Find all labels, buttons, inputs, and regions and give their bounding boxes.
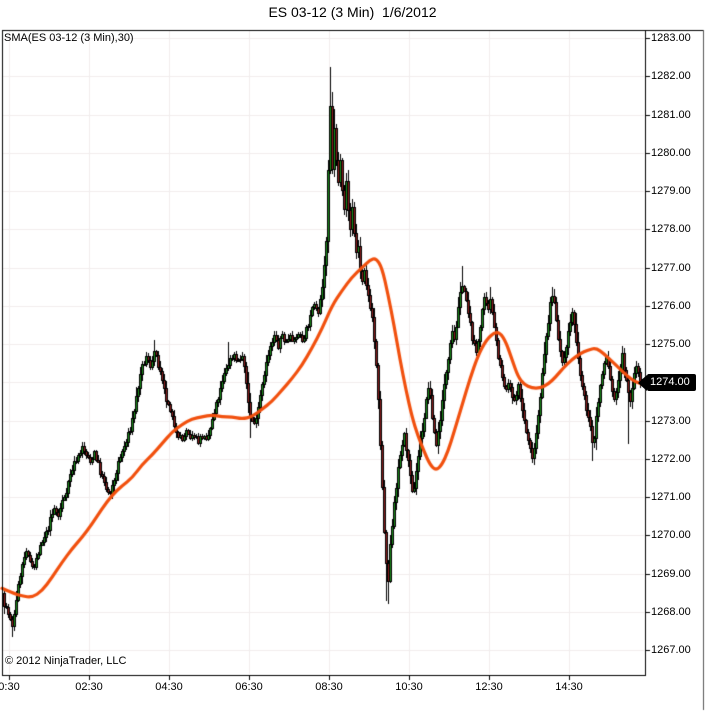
y-axis-label: 1276.00 bbox=[651, 299, 691, 312]
x-axis-label: 06:30 bbox=[235, 681, 263, 693]
y-axis-label: 1282.00 bbox=[651, 70, 691, 83]
y-axis-label: 1273.00 bbox=[651, 414, 691, 427]
y-axis-label: 1270.00 bbox=[651, 529, 691, 542]
price-arrow-icon bbox=[638, 374, 647, 391]
copyright-label: © 2012 NinjaTrader, LLC bbox=[5, 655, 127, 667]
y-axis-label: 1275.00 bbox=[651, 338, 691, 351]
y-axis-label: 1281.00 bbox=[651, 108, 691, 121]
x-axis-label: 14:30 bbox=[555, 681, 583, 693]
y-axis-label: 1279.00 bbox=[651, 185, 691, 198]
y-axis-label: 1278.00 bbox=[651, 223, 691, 236]
y-axis-label: 1269.00 bbox=[651, 567, 691, 580]
last-price-value: 1274.00 bbox=[647, 374, 696, 391]
chart-title: ES 03-12 (3 Min) 1/6/2012 bbox=[268, 4, 437, 20]
y-axis-label: 1271.00 bbox=[651, 491, 691, 504]
y-axis-label: 1267.00 bbox=[651, 644, 691, 657]
y-axis-label: 1268.00 bbox=[651, 606, 691, 619]
y-axis-label: 1277.00 bbox=[651, 261, 691, 274]
indicator-label: SMA(ES 03-12 (3 Min),30) bbox=[4, 32, 134, 44]
y-axis-label: 1272.00 bbox=[651, 452, 691, 465]
x-axis-label: 10:30 bbox=[395, 681, 423, 693]
x-axis-label: 12:30 bbox=[475, 681, 503, 693]
x-axis-label: 08:30 bbox=[315, 681, 343, 693]
x-axis-label: 02:30 bbox=[75, 681, 103, 693]
x-axis-label: 04:30 bbox=[155, 681, 183, 693]
y-axis-label: 1280.00 bbox=[651, 146, 691, 159]
last-price-badge: 1274.00 bbox=[638, 374, 696, 391]
y-axis-label: 1283.00 bbox=[651, 32, 691, 44]
x-axis-label: 0:30 bbox=[0, 681, 20, 693]
